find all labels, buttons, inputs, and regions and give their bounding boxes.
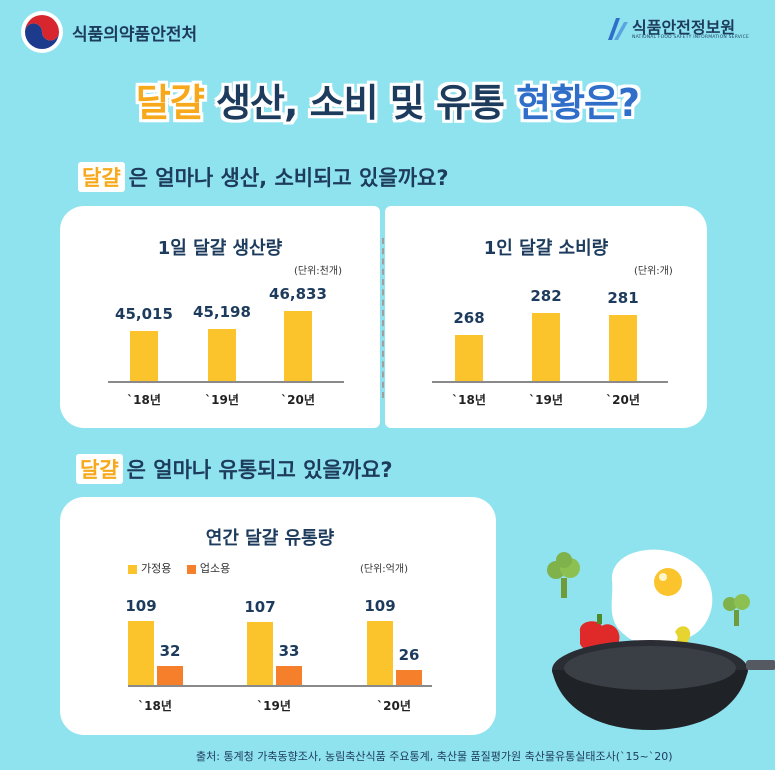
title-end: 현황은? [516, 81, 640, 125]
chart2-bar [609, 314, 637, 381]
chart1-value-label: 45,198 [193, 302, 251, 321]
chart3-legend: 가정용 업소용 [128, 560, 242, 576]
chart1-baseline [108, 381, 344, 383]
chart3-x-label: `20년 [377, 699, 411, 713]
chart3-x-label: `18년 [138, 699, 172, 713]
org-name-left: 식품의약품안전처 [72, 25, 198, 45]
chart3-value-business: 32 [159, 642, 181, 661]
chart3-bar-household [247, 622, 273, 685]
legend-item-business: 업소용 [186, 562, 231, 575]
chart3-value-household: 107 [244, 598, 276, 617]
chart3-bar-business [276, 665, 302, 685]
source-note: 출처: 통계청 가축동향조사, 농림축산식품 주요통계, 축산물 품질평가원 축… [196, 750, 673, 763]
chart3-value-business: 33 [278, 641, 300, 660]
frying-pan-egg-illustration [547, 549, 775, 730]
government-emblem-icon [21, 11, 63, 53]
chart2-value-label: 268 [453, 309, 485, 327]
legend-swatch-business [186, 564, 196, 574]
chart2-bar [455, 335, 483, 381]
chart3-title: 연간 달걀 유통량 [205, 528, 335, 549]
section2-question: 달걀 은 얼마나 유통되고 있을까요? [76, 454, 393, 484]
chart1-x-label: `19년 [205, 393, 239, 407]
section1-question: 달걀 은 얼마나 생산, 소비되고 있을까요? [78, 162, 449, 192]
chart2-value-label: 282 [530, 287, 562, 305]
chart2-bar [532, 313, 560, 381]
card-divider [382, 238, 384, 398]
chart1-x-label: `18년 [127, 393, 161, 407]
fried-egg-icon [611, 549, 713, 646]
chart1-title: 1일 달걀 생산량 [157, 238, 283, 259]
legend-label-household: 가정용 [141, 562, 172, 575]
chart3-value-household: 109 [125, 597, 157, 615]
chart1-value-label: 45,015 [115, 305, 173, 323]
chart3-unit: (단위:억개) [360, 564, 408, 575]
section1-text: 은 얼마나 생산, 소비되고 있을까요? [128, 166, 449, 190]
section1-highlight: 달걀 [78, 162, 125, 192]
title-middle: 생산, 소비 및 유통 [203, 81, 517, 125]
chart2-x-label: `18년 [452, 393, 486, 407]
chart1-unit: (단위:천개) [294, 266, 342, 277]
pan-icon [552, 640, 775, 730]
title-egg-word: 달걀 [135, 81, 205, 125]
production-card [60, 206, 380, 428]
chart2-title: 1인 달걀 소비량 [483, 238, 609, 259]
chart3-x-label: `19년 [257, 699, 291, 713]
chart3-baseline [128, 685, 432, 687]
nfsi-logo-icon [608, 18, 628, 40]
chart1-x-label: `20년 [281, 393, 315, 407]
chart2-x-label: `20년 [606, 393, 640, 407]
chart3-bar-household [367, 621, 393, 685]
chart3-bar-business [396, 669, 422, 685]
legend-item-household: 가정용 [128, 562, 171, 575]
chart2-value-label: 281 [607, 288, 639, 307]
chart2-baseline [432, 381, 668, 383]
page-title: 달걀 생산, 소비 및 유통 현황은? [0, 72, 775, 127]
distribution-card [60, 497, 496, 735]
broccoli-icon [547, 552, 580, 598]
chart2-x-label: `19년 [529, 393, 563, 407]
chart1-bar [130, 331, 158, 381]
org-name-right-sub: NATIONAL FOOD SAFETY INFORMATION SERVICE [632, 35, 749, 40]
legend-swatch-household [128, 564, 137, 574]
chart1-bar [284, 311, 312, 381]
org-name-right: 식품안전정보원 [632, 18, 736, 37]
section2-highlight: 달걀 [76, 454, 123, 484]
chart2-unit: (단위:개) [634, 266, 673, 277]
chart3-bar-business [157, 666, 183, 685]
broccoli-small-icon [723, 594, 750, 626]
chart3-value-business: 26 [398, 645, 420, 664]
legend-label-business: 업소용 [199, 562, 231, 575]
chart1-bar [208, 328, 236, 381]
chart1-value-label: 46,833 [269, 285, 327, 303]
section2-text: 은 얼마나 유통되고 있을까요? [126, 458, 393, 482]
chart3-value-household: 109 [364, 597, 396, 615]
chart3-bar-household [128, 621, 154, 685]
